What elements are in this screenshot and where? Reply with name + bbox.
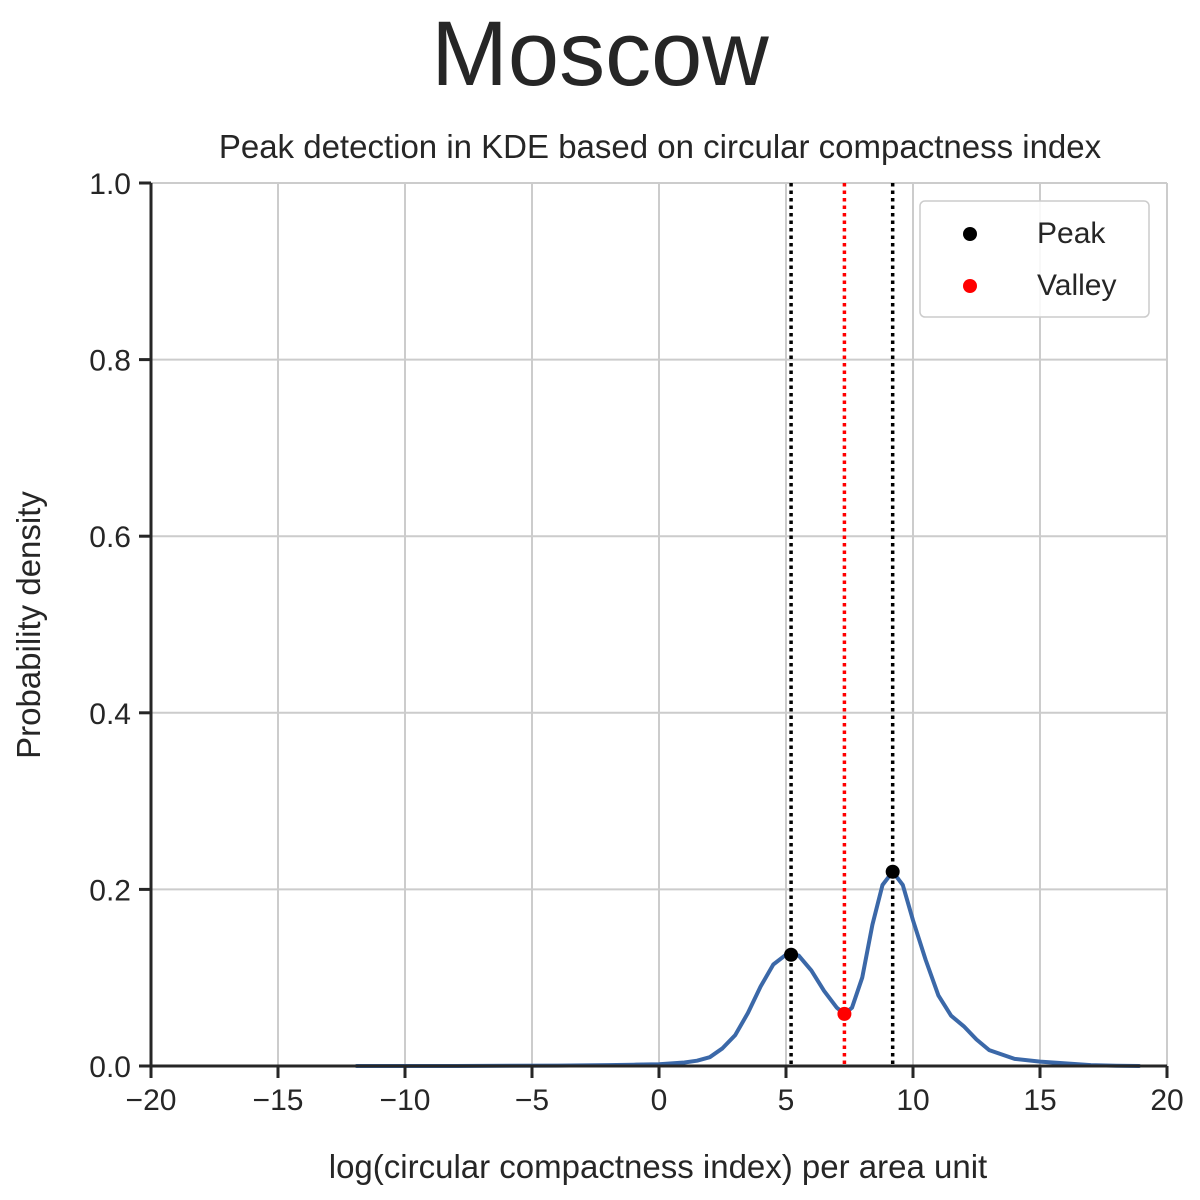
x-tick-label: −15 xyxy=(253,1084,304,1117)
x-tick-label: −5 xyxy=(515,1084,549,1117)
series-group xyxy=(354,869,1142,1068)
x-tick-label: 10 xyxy=(896,1084,929,1117)
legend-peak-label: Peak xyxy=(1037,217,1106,250)
x-tick-label: 0 xyxy=(651,1084,668,1117)
valley-marker xyxy=(837,1006,852,1021)
y-tick-label: 0.6 xyxy=(89,521,131,554)
markers-group xyxy=(784,864,900,1021)
legend-valley-label: Valley xyxy=(1037,269,1116,302)
y-tick-label: 0.4 xyxy=(89,698,131,731)
peak-marker xyxy=(784,947,799,962)
x-tick-label: −20 xyxy=(126,1084,177,1117)
peak-marker xyxy=(885,864,900,879)
y-axis-label: Probability density xyxy=(10,491,47,759)
chart-suptitle: Moscow xyxy=(431,3,769,105)
vertical-lines xyxy=(789,183,895,1066)
x-axis-label: log(circular compactness index) per area… xyxy=(329,1148,987,1185)
x-tick-label: 5 xyxy=(778,1084,795,1117)
y-tick-label: 0.8 xyxy=(89,345,131,378)
y-tick-label: 0.2 xyxy=(89,874,131,907)
chart-title: Peak detection in KDE based on circular … xyxy=(219,128,1102,165)
legend-box xyxy=(919,200,1150,318)
legend: Peak Valley xyxy=(919,200,1150,318)
x-tick-label: 20 xyxy=(1150,1084,1183,1117)
grid xyxy=(150,182,1168,1067)
legend-valley-marker xyxy=(963,279,977,293)
y-tick-label: 1.0 xyxy=(89,168,131,201)
y-tick-label: 0.0 xyxy=(89,1051,131,1084)
ticks: −20 −15 −10 −5 0 5 10 15 20 0.0 0.2 0.4 0.6 0.8 1.0 xyxy=(89,168,1183,1117)
x-tick-label: 15 xyxy=(1023,1084,1056,1117)
kde-curve xyxy=(354,869,1142,1068)
legend-peak-marker xyxy=(963,227,977,241)
x-tick-label: −10 xyxy=(380,1084,431,1117)
